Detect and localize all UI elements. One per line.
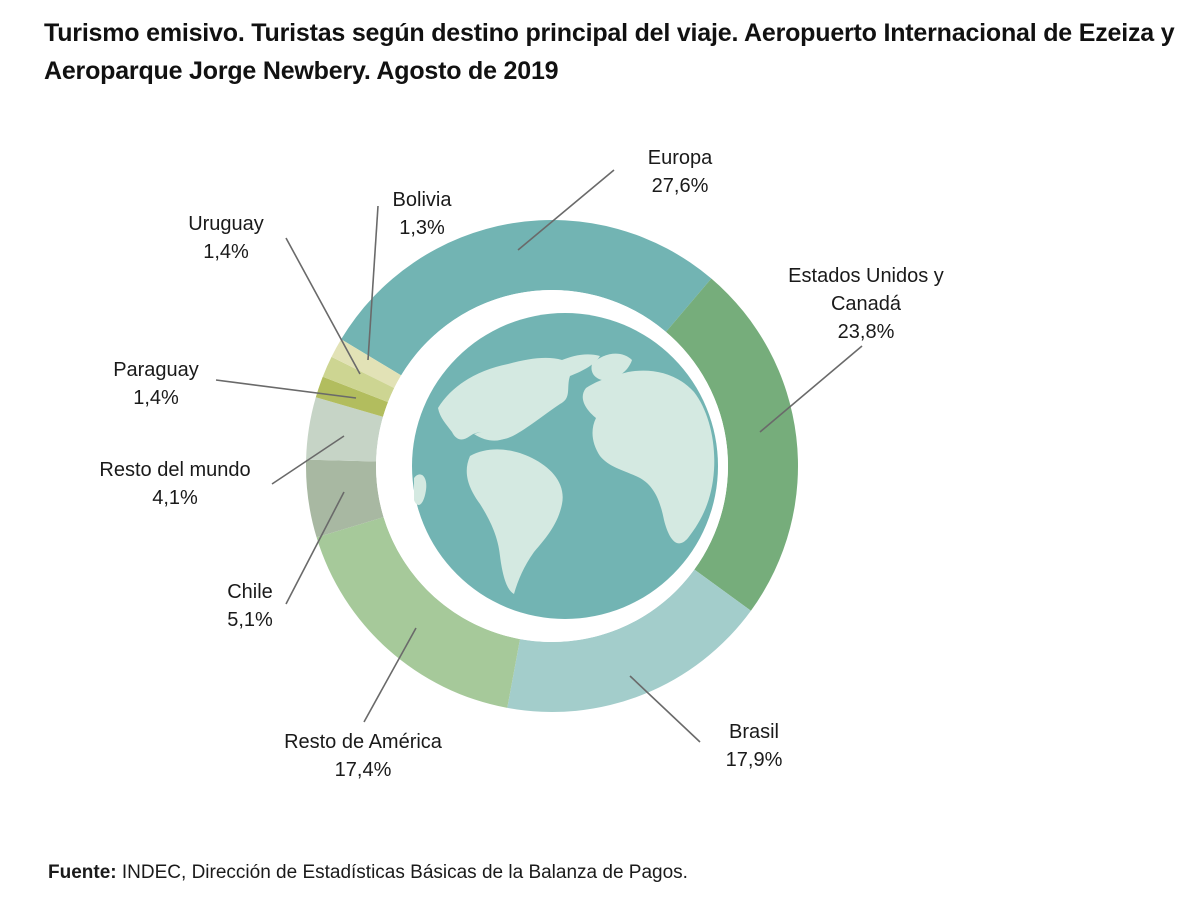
slice-name-label: Bolivia [393,189,453,211]
slice-bolivia [331,339,402,388]
slice-chile [305,459,384,538]
title-line-2: Aeroparque Jorge Newbery. Agosto de 2019 [44,57,559,85]
globe-land-caribbean [474,431,506,441]
globe-land-south-america [466,449,563,594]
slice-resto-del-mundo [306,397,384,462]
slice-resto-de-américa [316,517,520,708]
slice-value-label: 23,8% [838,321,895,343]
slice-brasil [507,569,751,713]
slice-name-label: Estados Unidos y [788,265,944,287]
globe-land-north-america [438,354,600,440]
leader-line [759,345,863,433]
globe-icon [412,313,718,619]
slice-value-label: 1,3% [399,217,445,239]
slice-uruguay [322,356,395,403]
slice-value-label: 1,4% [203,241,249,263]
globe-land-west-coast [414,474,427,505]
slice-labels: Europa 27,6% Estados Unidos y Canadá 23,8% Br… [99,147,943,781]
slice-value-label: 17,4% [335,759,392,781]
slice-value-label: 5,1% [227,609,273,631]
leader-lines [215,169,863,743]
slice-value-label: 27,6% [652,175,709,197]
source-label: Fuente: [48,862,117,883]
slice-name-label: Resto de América [284,731,443,753]
source-note: Fuente: INDEC, Dirección de Estadísticas… [48,862,688,884]
slice-name-label: Chile [227,581,273,603]
leader-line [285,237,361,375]
slice-name-label: Paraguay [113,359,199,381]
chart-title: Turismo emisivo. Turistas según destino … [44,14,1194,90]
globe-land-europe-africa [582,370,715,544]
leader-line [271,435,345,485]
slice-estados-unidos-y-canadá [665,278,798,611]
title-line-1: Turismo emisivo. Turistas según destino … [44,19,1175,47]
slice-value-label: 1,4% [133,387,179,409]
source-text: INDEC, Dirección de Estadísticas Básicas… [121,862,688,883]
leader-line [629,675,701,743]
leader-line [517,169,615,251]
slice-name-label: Europa [648,147,713,169]
slice-europa [341,220,712,376]
leader-line [367,205,379,361]
slice-value-label: 17,9% [726,749,783,771]
globe-land-greenland [591,353,632,380]
slice-name-label: Brasil [729,721,779,743]
slice-name-label: Uruguay [188,213,264,235]
slice-name-label: Canadá [831,293,902,315]
slice-value-label: 4,1% [152,487,198,509]
leader-line [215,379,357,399]
leader-line [363,627,417,723]
leader-line [285,491,345,605]
slice-name-label: Resto del mundo [99,459,250,481]
